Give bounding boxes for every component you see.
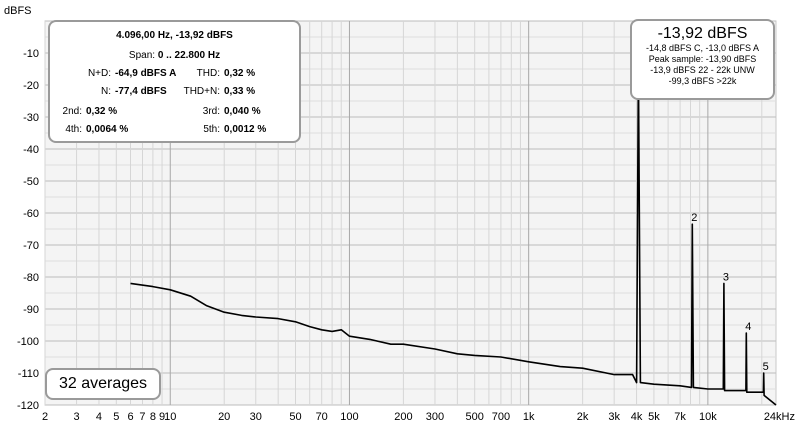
y-axis-title: dBFS xyxy=(4,5,32,17)
x-tick-label: 24kHz xyxy=(764,411,795,423)
level-line-4: -99,3 dBFS >22k xyxy=(668,76,737,86)
x-tick-label: 30 xyxy=(250,411,262,423)
x-tick-label: 6 xyxy=(127,411,133,423)
nd-label: N+D: xyxy=(87,68,111,79)
series xyxy=(130,64,777,406)
n-value: -77,4 dBFS xyxy=(115,86,167,97)
y-tick-label: -60 xyxy=(23,208,39,220)
thd-label: THD: xyxy=(196,68,220,79)
h4-value: 0,0064 % xyxy=(86,124,129,135)
y-tick-label: -40 xyxy=(23,144,39,156)
nd-value: -64,9 dBFS A xyxy=(115,68,177,79)
h5-value: 0,0012 % xyxy=(224,124,267,135)
h2-value: 0,32 % xyxy=(86,106,118,117)
averages-badge: 32 averages xyxy=(45,368,161,400)
x-tick-label: 10k xyxy=(699,411,717,423)
h3-label: 3rd: xyxy=(202,106,220,117)
y-tick-label: -20 xyxy=(23,80,39,92)
y-tick-label: -10 xyxy=(23,48,39,60)
x-tick-labels: 2 3 4 5 6 7 8 9 10 20 30 50 70 100 200 300 500 700 1k 2k 3k 4… xyxy=(42,411,795,423)
x-tick-label: 50 xyxy=(289,411,301,423)
span-readout: Span: 0 .. 22.800 Hz xyxy=(50,50,299,61)
x-tick-label: 4 xyxy=(96,411,102,423)
y-tick-labels: -10 -20 -30 -40 -50 -60 -70 -80 -90 -100 -110 -120 xyxy=(17,48,39,412)
y-tick-label: -120 xyxy=(17,400,39,412)
x-tick-label: 2 xyxy=(42,411,48,423)
h5-label: 5th: xyxy=(203,124,220,135)
x-tick-label: 300 xyxy=(426,411,444,423)
h2-row: 2nd: 0,32 % xyxy=(63,106,118,120)
y-tick-label: -100 xyxy=(17,336,39,348)
h4-label: 4th: xyxy=(65,124,82,135)
level-main: -13,92 dBFS xyxy=(657,25,748,42)
x-tick-label: 8 xyxy=(150,411,156,423)
level-line-2: Peak sample: -13,90 dBFS xyxy=(648,54,757,64)
thdn-label: THD+N: xyxy=(183,86,220,97)
measurement-panel: 4.096,00 Hz, -13,92 dBFS Span: 0 .. 22.8… xyxy=(48,20,301,143)
x-tick-label: 70 xyxy=(316,411,328,423)
harmonic-label: 5 xyxy=(763,361,769,373)
level-line-3: -13,9 dBFS 22 - 22k UNW xyxy=(650,65,755,75)
thdn-row: THD+N: 0,33 % xyxy=(184,86,256,100)
x-tick-label: 500 xyxy=(466,411,484,423)
x-tick-label: 7 xyxy=(139,411,145,423)
n-label: N: xyxy=(101,86,111,97)
y-tick-label: -80 xyxy=(23,272,39,284)
harmonic-label: 2 xyxy=(691,212,697,224)
x-tick-label: 2k xyxy=(577,411,589,423)
spectrum-line xyxy=(130,64,777,406)
y-tick-label: -30 xyxy=(23,112,39,124)
x-tick-label: 9 xyxy=(159,411,165,423)
x-tick-label: 700 xyxy=(492,411,510,423)
x-tick-label: 1k xyxy=(523,411,535,423)
thd-value: 0,32 % xyxy=(224,68,256,79)
fundamental-readout: 4.096,00 Hz, -13,92 dBFS xyxy=(116,30,233,41)
x-tick-label: 3k xyxy=(608,411,620,423)
x-tick-label: 3 xyxy=(73,411,79,423)
x-tick-label: 10 xyxy=(164,411,176,423)
x-tick-label: 20 xyxy=(218,411,230,423)
x-tick-label: 5 xyxy=(113,411,119,423)
span-value: 0 .. 22.800 Hz xyxy=(157,50,221,61)
n-row: N: -77,4 dBFS xyxy=(101,86,167,100)
y-tick-label: -90 xyxy=(23,304,39,316)
thdn-value: 0,33 % xyxy=(224,86,256,97)
x-tick-label: 4k xyxy=(631,411,643,423)
level-panel: -13,92 dBFS -14,8 dBFS C, -13,0 dBFS A P… xyxy=(630,19,775,100)
harmonic-label: 3 xyxy=(723,271,729,283)
x-tick-label: 100 xyxy=(340,411,358,423)
h4-row: 4th: 0,0064 % xyxy=(65,124,129,138)
y-tick-label: -70 xyxy=(23,240,39,252)
h3-value: 0,040 % xyxy=(224,106,261,117)
nd-row: N+D: -64,9 dBFS A xyxy=(88,68,177,82)
x-tick-label: 7k xyxy=(674,411,686,423)
y-tick-label: -50 xyxy=(23,176,39,188)
span-label: Span: xyxy=(128,50,156,61)
thd-row: THD: 0,32 % xyxy=(197,68,256,82)
y-tick-label: -110 xyxy=(18,368,39,380)
x-tick-label: 5k xyxy=(648,411,660,423)
h5-row: 5th: 0,0012 % xyxy=(203,124,267,138)
harmonic-label: 4 xyxy=(745,321,751,333)
h3-row: 3rd: 0,040 % xyxy=(203,106,261,120)
x-tick-label: 200 xyxy=(394,411,412,423)
level-line-1: -14,8 dBFS C, -13,0 dBFS A xyxy=(645,43,760,53)
h2-label: 2nd: xyxy=(62,106,82,117)
